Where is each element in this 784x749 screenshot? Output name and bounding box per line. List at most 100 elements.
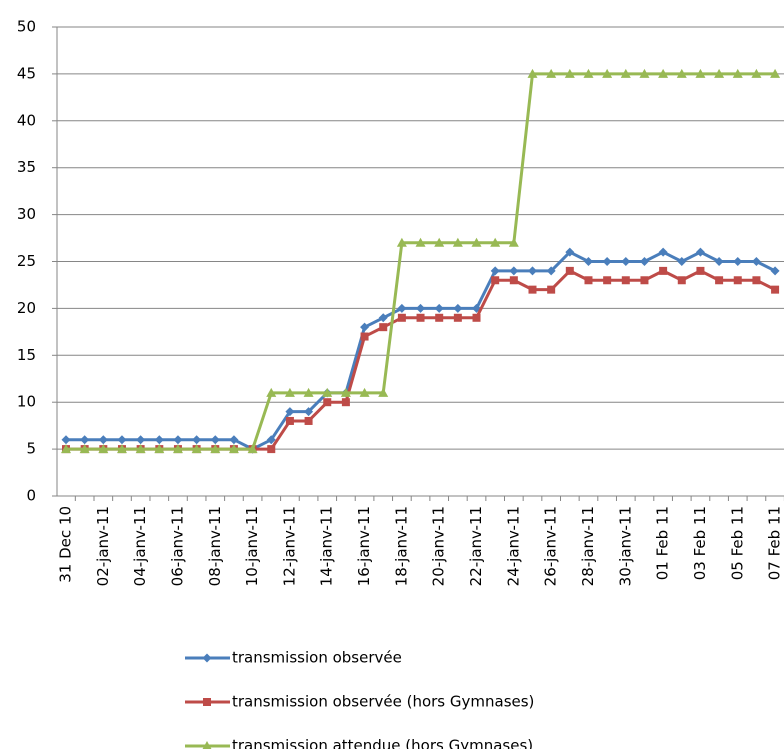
marker <box>173 435 183 445</box>
marker <box>770 266 780 276</box>
marker <box>732 68 743 78</box>
marker <box>266 435 276 445</box>
series-line <box>66 269 776 451</box>
marker <box>359 387 370 397</box>
marker <box>490 237 501 247</box>
marker <box>621 276 630 285</box>
marker <box>677 276 686 285</box>
x-tick-label: 02-janv-11 <box>94 506 112 586</box>
marker <box>639 68 650 78</box>
marker <box>509 276 518 285</box>
marker <box>117 435 127 445</box>
marker <box>172 444 183 454</box>
marker <box>379 323 388 332</box>
marker <box>341 398 350 407</box>
legend-label: transmission observée <box>232 649 402 667</box>
x-tick-label: 16-janv-11 <box>355 506 373 586</box>
marker <box>396 237 407 247</box>
marker <box>546 68 557 78</box>
marker <box>508 237 519 247</box>
marker <box>528 285 537 294</box>
marker <box>416 313 425 322</box>
marker <box>360 322 370 332</box>
x-tick-label: 28-janv-11 <box>579 506 597 586</box>
marker <box>61 444 71 454</box>
marker <box>583 68 594 78</box>
marker <box>452 237 463 247</box>
y-tick-label: 0 <box>26 487 36 505</box>
marker <box>490 266 500 276</box>
marker <box>491 276 500 285</box>
marker <box>202 741 212 749</box>
legend-label: transmission observée (hors Gymnases) <box>232 693 534 711</box>
marker <box>267 445 276 454</box>
marker <box>192 435 202 445</box>
marker <box>285 416 294 425</box>
marker <box>210 435 220 445</box>
marker <box>322 387 333 397</box>
marker <box>98 444 109 454</box>
marker <box>751 257 761 266</box>
marker <box>620 68 631 78</box>
y-tick-label: 35 <box>17 158 36 176</box>
marker <box>714 68 725 78</box>
x-tick-label: 03 Feb 11 <box>691 506 709 580</box>
marker <box>659 266 668 275</box>
marker <box>397 313 406 322</box>
marker <box>771 285 780 294</box>
marker <box>453 303 463 313</box>
marker <box>639 257 649 266</box>
marker <box>266 387 277 397</box>
marker <box>527 68 538 78</box>
marker <box>471 237 482 247</box>
x-tick-label: 07 Feb 11 <box>766 506 784 580</box>
marker <box>360 332 369 341</box>
y-tick-label: 15 <box>17 346 36 364</box>
series-line <box>66 250 776 451</box>
marker <box>323 398 332 407</box>
marker <box>416 303 426 313</box>
marker <box>621 257 631 266</box>
marker <box>714 257 724 266</box>
marker <box>285 407 295 417</box>
x-tick-label: 22-janv-11 <box>467 506 485 586</box>
marker <box>564 68 575 78</box>
marker <box>602 68 613 78</box>
x-tick-label: 26-janv-11 <box>542 506 560 586</box>
legend-label: transmission attendue (hors Gymnases) <box>232 737 533 749</box>
x-tick-label: 08-janv-11 <box>206 506 224 586</box>
marker <box>116 444 127 454</box>
marker <box>472 313 481 322</box>
marker <box>303 387 314 397</box>
y-tick-label: 5 <box>26 440 36 458</box>
marker <box>154 444 165 454</box>
y-tick-label: 40 <box>17 111 36 129</box>
marker <box>61 435 71 445</box>
marker <box>378 313 388 323</box>
marker <box>696 266 705 275</box>
marker <box>378 387 389 397</box>
marker <box>676 68 687 78</box>
marker <box>435 313 444 322</box>
marker <box>80 435 90 445</box>
marker <box>304 416 313 425</box>
x-tick-label: 24-janv-11 <box>504 506 522 586</box>
x-tick-label: 14-janv-11 <box>318 506 336 586</box>
x-tick-label: 10-janv-11 <box>243 506 261 586</box>
marker <box>603 276 612 285</box>
y-tick-label: 25 <box>17 252 36 270</box>
x-tick-label: 20-janv-11 <box>430 506 448 586</box>
marker <box>565 266 574 275</box>
marker <box>228 444 239 454</box>
marker <box>340 387 351 397</box>
x-tick-label: 01 Feb 11 <box>654 506 672 580</box>
marker <box>154 435 164 445</box>
marker <box>397 303 407 313</box>
marker <box>715 276 724 285</box>
marker <box>770 68 781 78</box>
x-tick-label: 05 Feb 11 <box>728 506 746 580</box>
marker <box>284 387 295 397</box>
marker <box>583 257 593 266</box>
marker <box>695 247 705 257</box>
